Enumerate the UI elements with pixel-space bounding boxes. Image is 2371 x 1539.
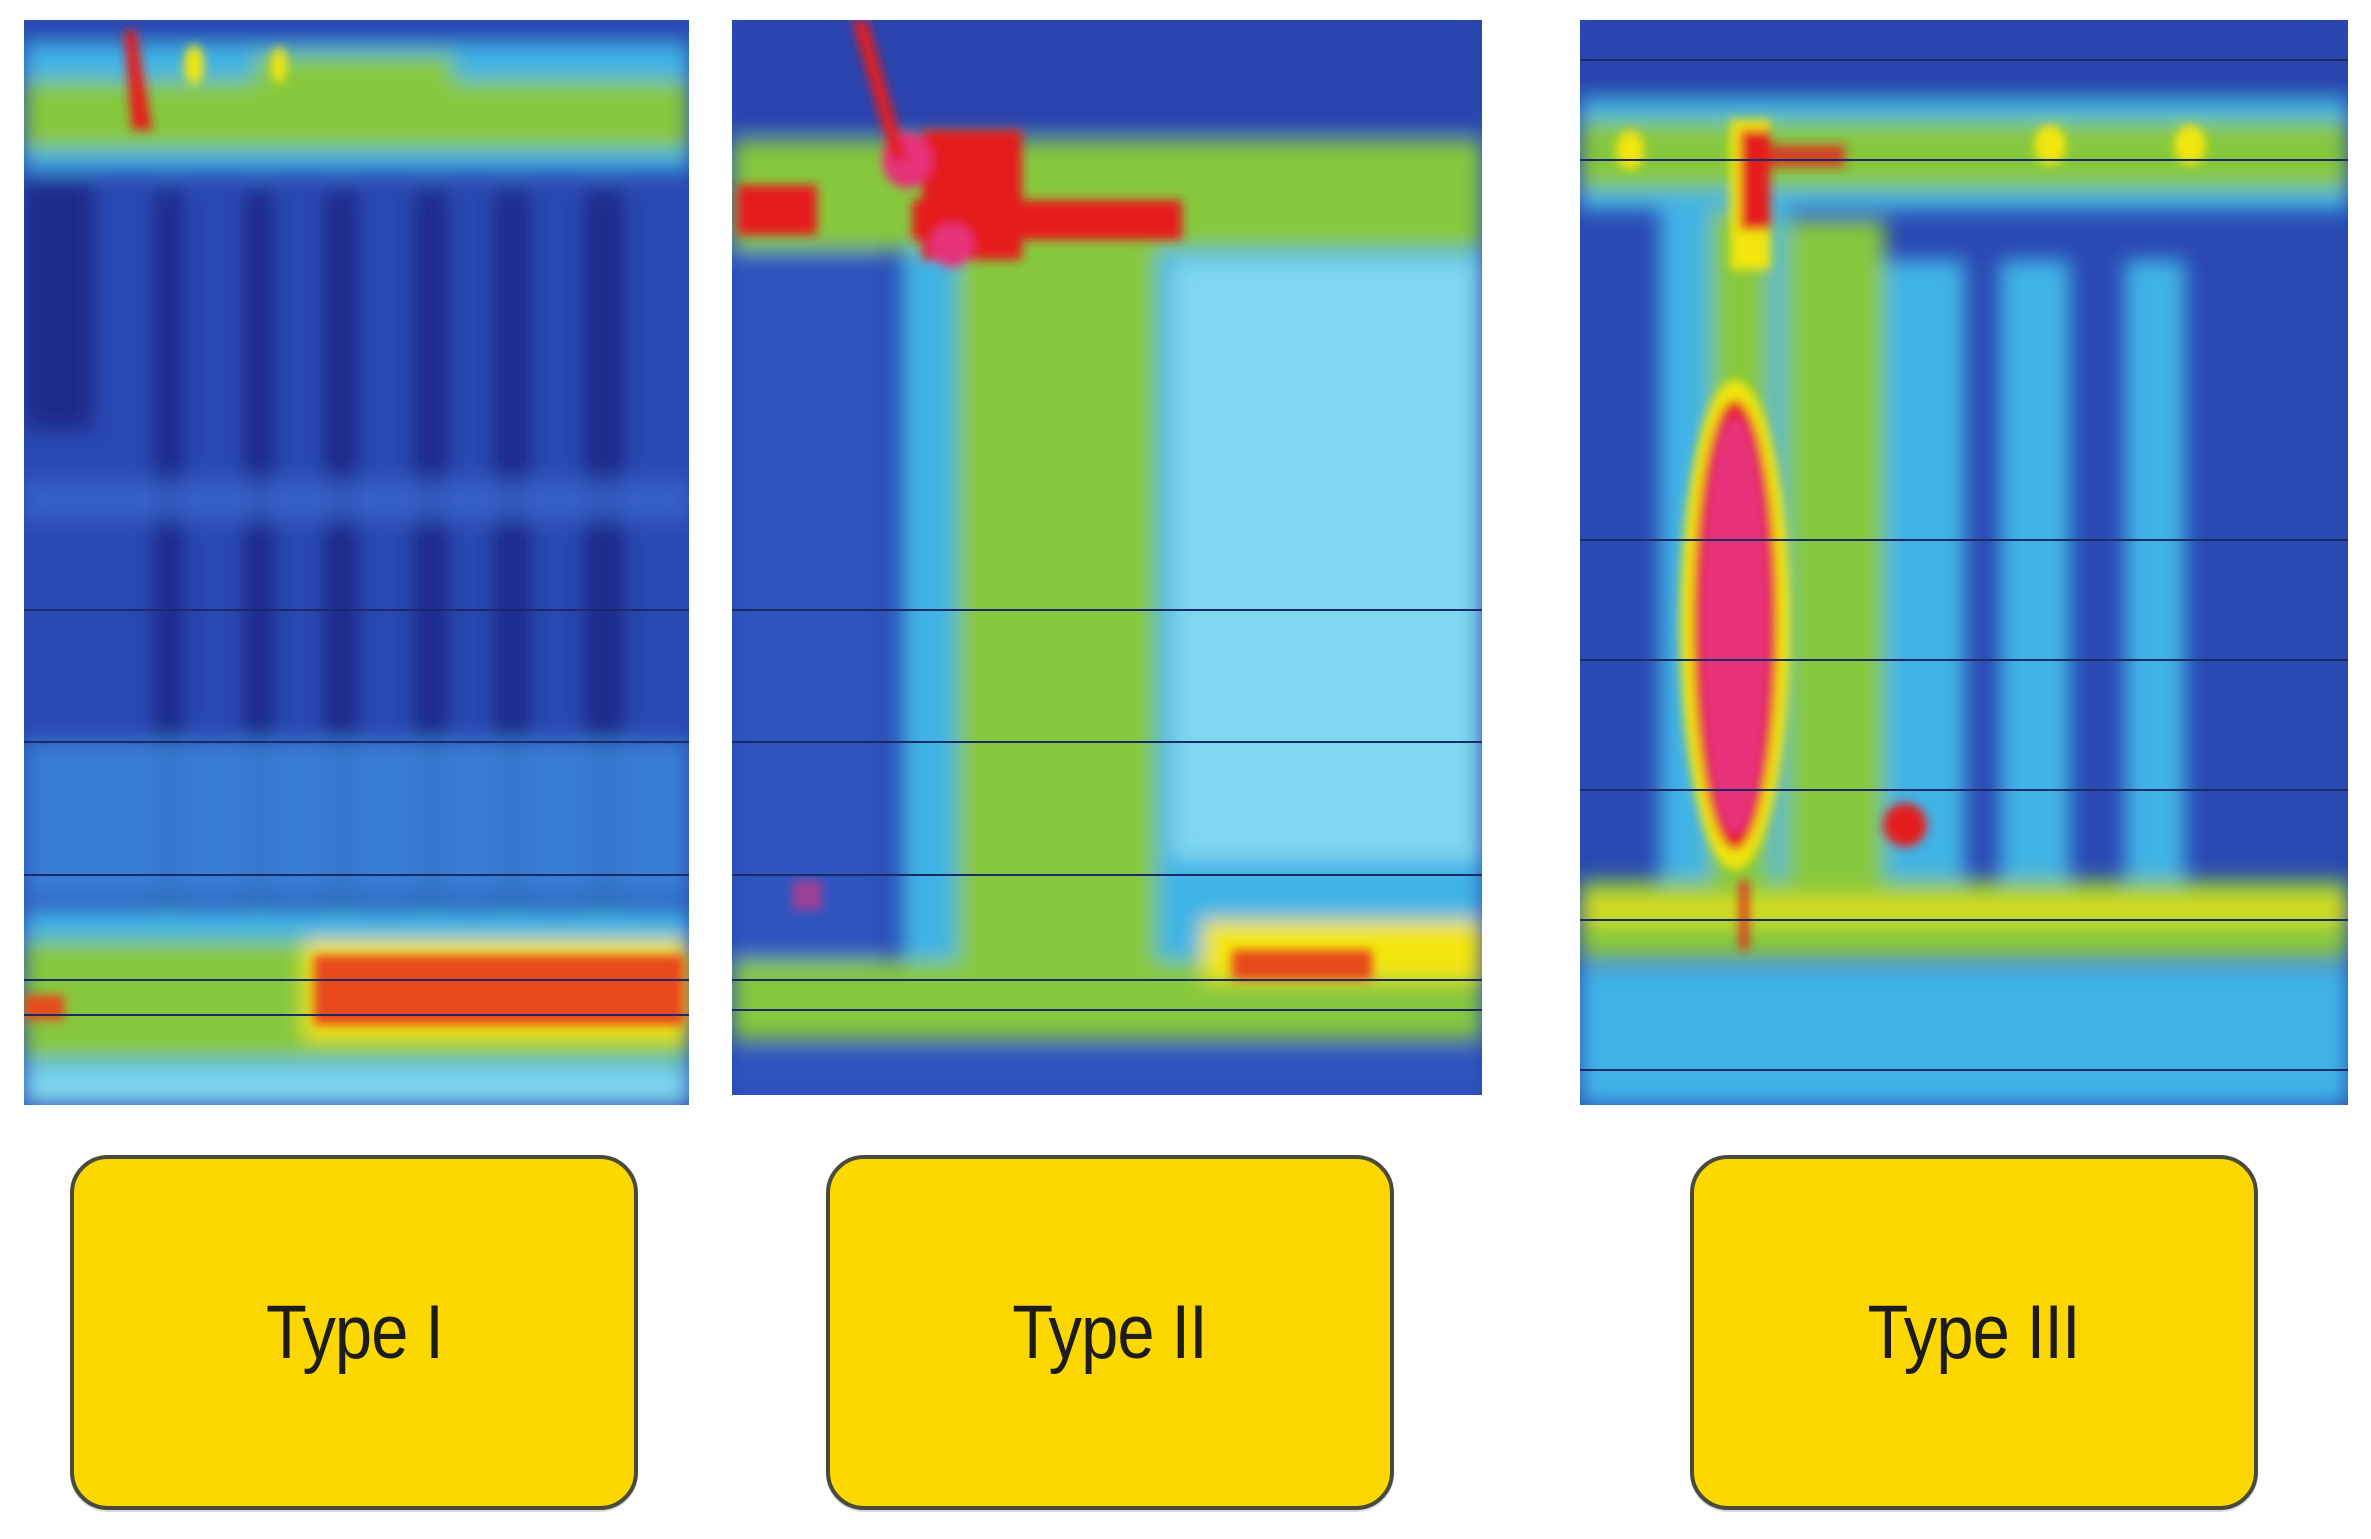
- type-3-heatmap: [1580, 20, 2348, 1105]
- type-1-heatmap: [24, 20, 689, 1105]
- type-1-label-box: Type I: [70, 1155, 638, 1510]
- type-3-label-box: Type III: [1690, 1155, 2258, 1510]
- type-2-label: Type II: [1012, 1290, 1208, 1375]
- type-3-label: Type III: [1867, 1290, 2081, 1375]
- type-3-heatmap-svg: [1580, 20, 2348, 1105]
- type-2-label-box: Type II: [826, 1155, 1394, 1510]
- type-1-label: Type I: [265, 1290, 444, 1375]
- type-2-heatmap: [732, 20, 1482, 1095]
- type-1-heatmap-svg: [24, 20, 689, 1105]
- type-2-heatmap-svg: [732, 20, 1482, 1095]
